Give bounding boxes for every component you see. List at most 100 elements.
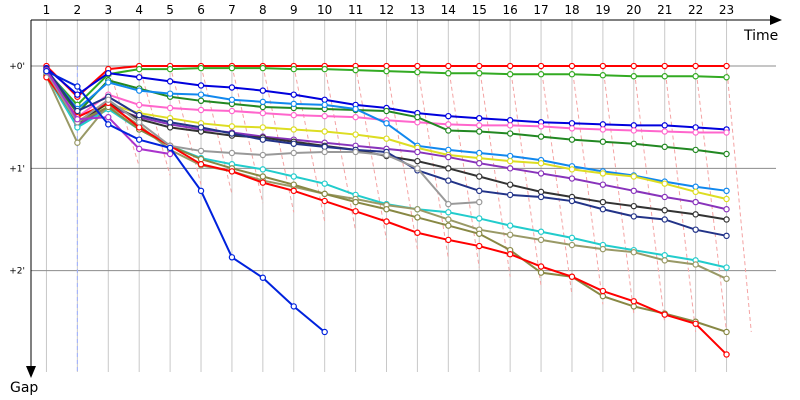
data-point xyxy=(476,159,483,167)
data-point xyxy=(723,187,730,195)
data-point xyxy=(692,146,699,154)
data-point xyxy=(630,127,638,134)
data-point xyxy=(723,150,730,158)
x-tick-label: 22 xyxy=(688,3,703,17)
data-point xyxy=(135,74,143,81)
data-point xyxy=(135,124,143,131)
data-point xyxy=(105,79,112,86)
data-point xyxy=(445,177,452,184)
data-point xyxy=(197,91,205,98)
data-point xyxy=(135,65,143,73)
data-point xyxy=(105,69,112,77)
data-point xyxy=(290,303,297,310)
data-point xyxy=(630,187,638,195)
series-line xyxy=(46,70,326,333)
data-point xyxy=(599,292,607,300)
data-point xyxy=(506,165,514,172)
data-point xyxy=(723,195,730,203)
x-tick-label: 21 xyxy=(657,3,672,17)
data-point xyxy=(692,62,699,70)
data-point xyxy=(537,71,545,78)
data-point xyxy=(723,129,730,136)
data-point xyxy=(599,138,607,145)
data-point xyxy=(630,298,638,305)
data-point xyxy=(661,128,668,135)
data-point xyxy=(723,206,730,213)
data-point xyxy=(723,351,730,358)
data-point xyxy=(166,65,174,73)
data-point xyxy=(197,97,205,105)
data-point xyxy=(506,117,514,124)
data-point xyxy=(476,242,483,250)
data-point xyxy=(259,173,267,180)
y-tick-label: +2' xyxy=(9,267,25,277)
data-point xyxy=(290,140,297,147)
x-tick-labels: 1 2 3 4 5 6 7 8 9 10 11 12 13 14 15 16 17 18 19 20 21 22 23 xyxy=(43,3,735,17)
data-point xyxy=(661,143,668,151)
data-point xyxy=(445,127,452,134)
x-tick-label: 1 xyxy=(43,3,51,17)
data-point xyxy=(321,65,328,73)
data-point xyxy=(414,119,421,126)
lap-dash-line xyxy=(416,65,449,259)
x-tick-label: 3 xyxy=(104,3,112,17)
data-point xyxy=(290,126,297,133)
data-point xyxy=(661,207,668,214)
data-point xyxy=(599,245,607,253)
x-tick-label: 2 xyxy=(74,3,82,17)
data-point xyxy=(290,187,297,195)
data-point xyxy=(599,62,607,70)
data-point xyxy=(321,112,328,120)
data-point xyxy=(568,197,576,205)
data-point xyxy=(259,98,267,106)
data-point xyxy=(352,198,359,206)
data-point xyxy=(476,128,483,135)
data-point xyxy=(259,166,267,173)
data-point xyxy=(445,222,452,229)
data-point xyxy=(692,188,699,196)
data-point xyxy=(445,216,452,223)
data-point xyxy=(476,69,483,77)
data-point xyxy=(476,187,483,195)
data-point xyxy=(383,107,390,115)
data-point xyxy=(352,113,359,121)
data-point xyxy=(445,165,452,172)
data-point xyxy=(568,62,576,70)
data-point xyxy=(506,122,514,129)
y-tick-labels: +0' +1' +2' xyxy=(9,62,25,277)
data-point xyxy=(506,71,514,78)
data-point xyxy=(321,197,328,205)
lap-dash-line xyxy=(478,65,511,277)
data-point xyxy=(568,120,576,127)
data-point xyxy=(290,91,297,98)
data-point xyxy=(506,62,514,70)
data-point xyxy=(228,254,236,261)
data-point xyxy=(228,96,236,103)
data-point xyxy=(259,109,267,117)
y-axis-arrow-icon xyxy=(26,366,36,378)
data-point xyxy=(723,232,730,240)
data-point xyxy=(414,206,421,213)
data-point xyxy=(630,248,638,256)
lap-dash-line xyxy=(571,65,604,305)
data-point xyxy=(692,261,699,268)
data-point xyxy=(568,234,576,242)
y-axis-title: Gap xyxy=(10,380,38,396)
data-point xyxy=(352,208,359,215)
data-point xyxy=(228,64,236,72)
data-point xyxy=(661,257,668,264)
x-tick-label: 4 xyxy=(135,3,143,17)
data-point xyxy=(197,82,205,89)
data-point xyxy=(445,121,452,128)
data-point xyxy=(414,165,421,172)
data-point xyxy=(321,180,328,187)
data-point xyxy=(166,78,174,85)
data-point xyxy=(445,200,452,208)
data-point xyxy=(414,62,421,70)
data-point xyxy=(506,157,514,165)
data-point xyxy=(414,229,421,236)
data-point xyxy=(259,103,267,111)
data-point xyxy=(723,328,730,336)
data-point xyxy=(630,202,638,210)
data-point xyxy=(228,84,236,91)
